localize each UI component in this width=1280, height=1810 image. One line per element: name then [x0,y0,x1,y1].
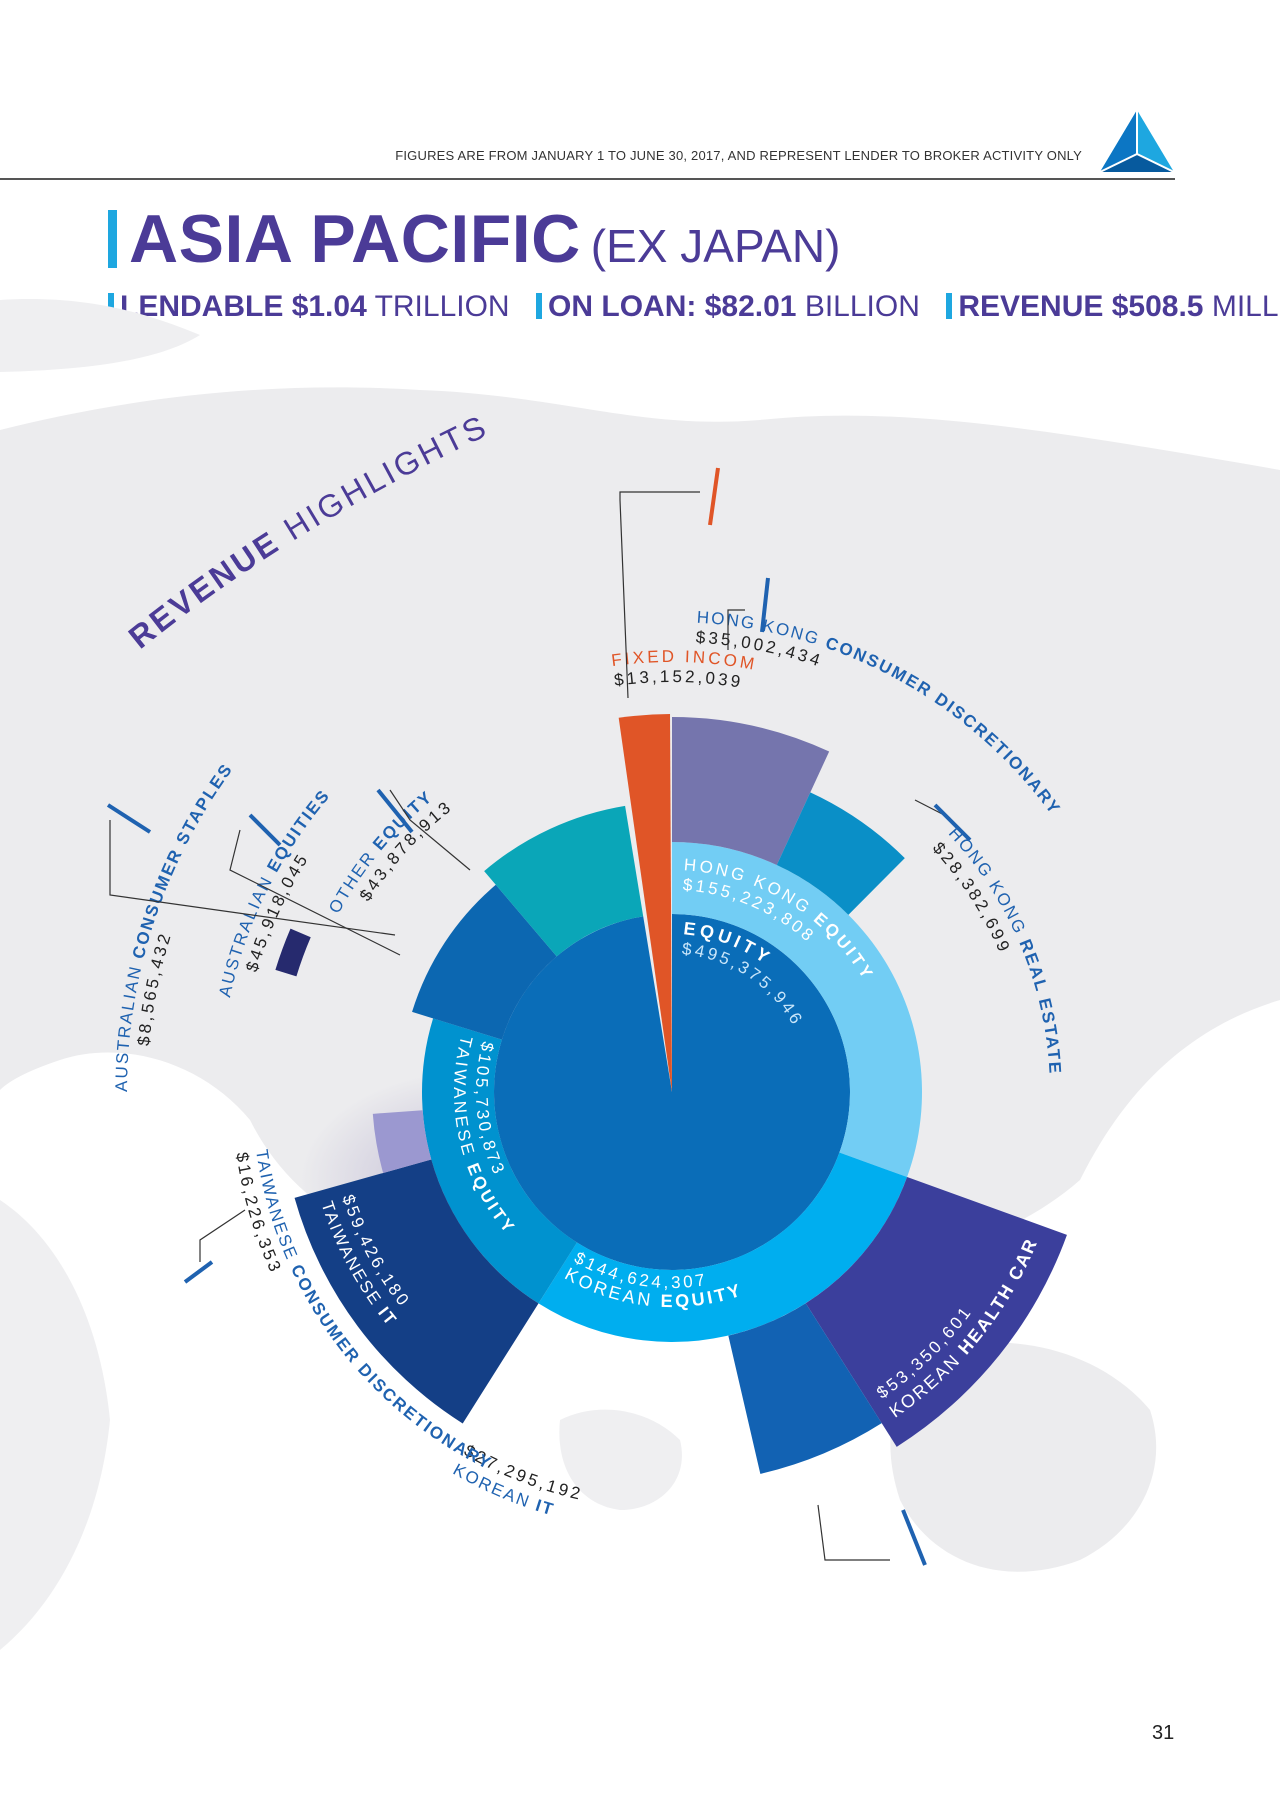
bar-hong-kong-real-estate [776,792,905,915]
bar-korean-equity [538,1152,908,1342]
tick-mark-hong-kong-real-estate [933,803,972,842]
leader-line-australian-equities [229,829,401,956]
leader-line-korean-it [817,1504,890,1561]
tick-mark-australian-equities [248,813,282,847]
metric-on-loan: ON LOAN: $82.01 BILLION [536,290,920,324]
metric-value: $82.01 [704,290,797,323]
leader-line-taiwanese-consumer-discretionary [199,1209,246,1262]
metric-unit: MILLION [1211,290,1280,323]
bar-taiwanese-equity [422,1018,577,1304]
metric-value: $508.5 [1111,290,1204,323]
bar-hong-kong-consumer-discretionary [672,717,830,866]
leader-line-other-equity [389,789,471,871]
metric-accent-bar [946,293,953,319]
tick-mark-hong-kong-consumer-discretionary [760,577,770,633]
header-rule [0,178,1175,180]
metric-lendable: LENDABLE $1.04 TRILLION [108,290,510,324]
bar-korean-health-care [805,1177,1067,1447]
tick-mark-other-equity [376,788,414,834]
leader-line-fixed-income [619,491,700,699]
tick-mark-korean-it [901,1509,927,1566]
metric-unit: BILLION [804,290,920,323]
bar-taiwanese-consumer-discretionary [372,1110,432,1173]
metrics-row: LENDABLE $1.04 TRILLION ON LOAN: $82.01 … [108,290,1280,324]
bar-hong-kong-equity [672,842,922,1178]
metric-revenue: REVENUE $508.5 MILLION [946,290,1280,324]
bar-other-equity [484,805,644,957]
title-suffix: (EX JAPAN) [590,220,841,272]
bar-australian-equities [412,884,557,1040]
metric-label: ON LOAN: [548,290,697,323]
leader-line-australian-consumer-staples [109,820,396,936]
tick-mark-australian-consumer-staples [106,803,152,834]
brand-logo [1099,110,1175,173]
period-note: FIGURES ARE FROM JANUARY 1 TO JUNE 30, 2… [395,148,1082,163]
bar-taiwanese-it [294,1159,539,1424]
bar-australian-consumer-staples [275,928,311,977]
bar-korean-it [728,1303,882,1474]
tick-mark-taiwanese-consumer-discretionary [183,1260,214,1284]
metric-accent-bar [536,293,543,319]
page-title: ASIA PACIFIC (EX JAPAN) [108,200,840,278]
metric-accent-bar [108,293,114,319]
metric-unit: TRILLION [374,290,510,323]
metric-value: $1.04 [291,290,367,323]
bar-equity [494,914,851,1271]
page-number: 31 [1152,1722,1175,1744]
tick-mark-fixed-income [708,467,720,526]
title-main: ASIA PACIFIC [129,201,581,277]
leader-line-hong-kong-consumer-discretionary [727,609,745,650]
bar-fixed-income [618,714,672,1092]
title-accent-bar [108,210,117,268]
metric-label: REVENUE [958,290,1104,323]
